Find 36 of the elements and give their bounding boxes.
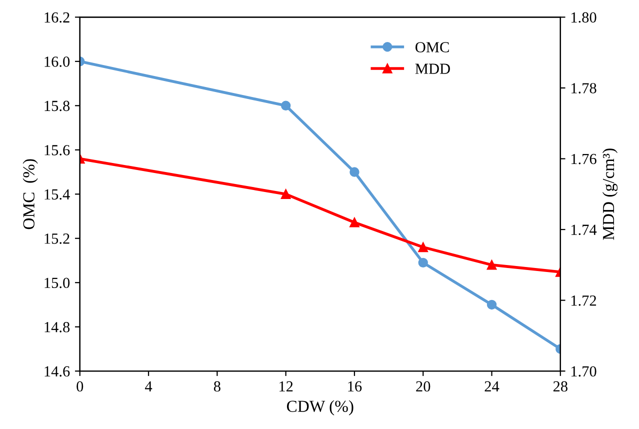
y-tick-label: 15.0 xyxy=(44,278,70,288)
x-axis-title: CDW (%) xyxy=(286,400,354,416)
y-tick-label: 15.2 xyxy=(44,234,70,244)
x-tick-label: 8 xyxy=(214,381,220,392)
y-tick-label: 14.8 xyxy=(44,322,70,332)
point xyxy=(418,258,428,268)
y-tick-label: 15.4 xyxy=(44,189,70,200)
y2-tick-label: 1.78 xyxy=(571,83,596,94)
y2-tick-label: 1.76 xyxy=(571,154,596,164)
y2-tick-label: 1.74 xyxy=(571,224,597,236)
y2-axis-title: MDD (g/cm³) xyxy=(602,148,618,240)
legend-label: OMC xyxy=(416,42,449,52)
point xyxy=(350,167,360,177)
y2-tick-label: 1.80 xyxy=(571,12,596,23)
x-tick-label: 28 xyxy=(553,381,568,392)
y-axis-title: OMC (%) xyxy=(22,159,38,230)
y2-tick-label: 1.70 xyxy=(571,366,596,377)
y-tick-label: 16.0 xyxy=(44,56,70,67)
y2-tick-label: 1.72 xyxy=(571,295,596,306)
x-tick-label: 0 xyxy=(76,381,84,392)
legend-label: MDD xyxy=(415,64,450,74)
point xyxy=(280,100,291,111)
x-tick-label: 16 xyxy=(348,381,362,392)
y-tick-label: 15.8 xyxy=(44,100,70,112)
point xyxy=(280,189,291,199)
point xyxy=(418,242,428,252)
point xyxy=(486,260,497,270)
x-tick-label: 20 xyxy=(416,381,430,392)
point xyxy=(350,218,360,228)
x-tick-label: 24 xyxy=(484,381,500,392)
x-tick-label: 4 xyxy=(145,381,152,392)
y-tick-label: 14.6 xyxy=(44,366,70,377)
y-tick-label: 16.2 xyxy=(44,12,70,23)
y-tick-label: 15.6 xyxy=(44,145,70,156)
point xyxy=(486,300,497,310)
x-tick-label: 12 xyxy=(280,381,293,392)
